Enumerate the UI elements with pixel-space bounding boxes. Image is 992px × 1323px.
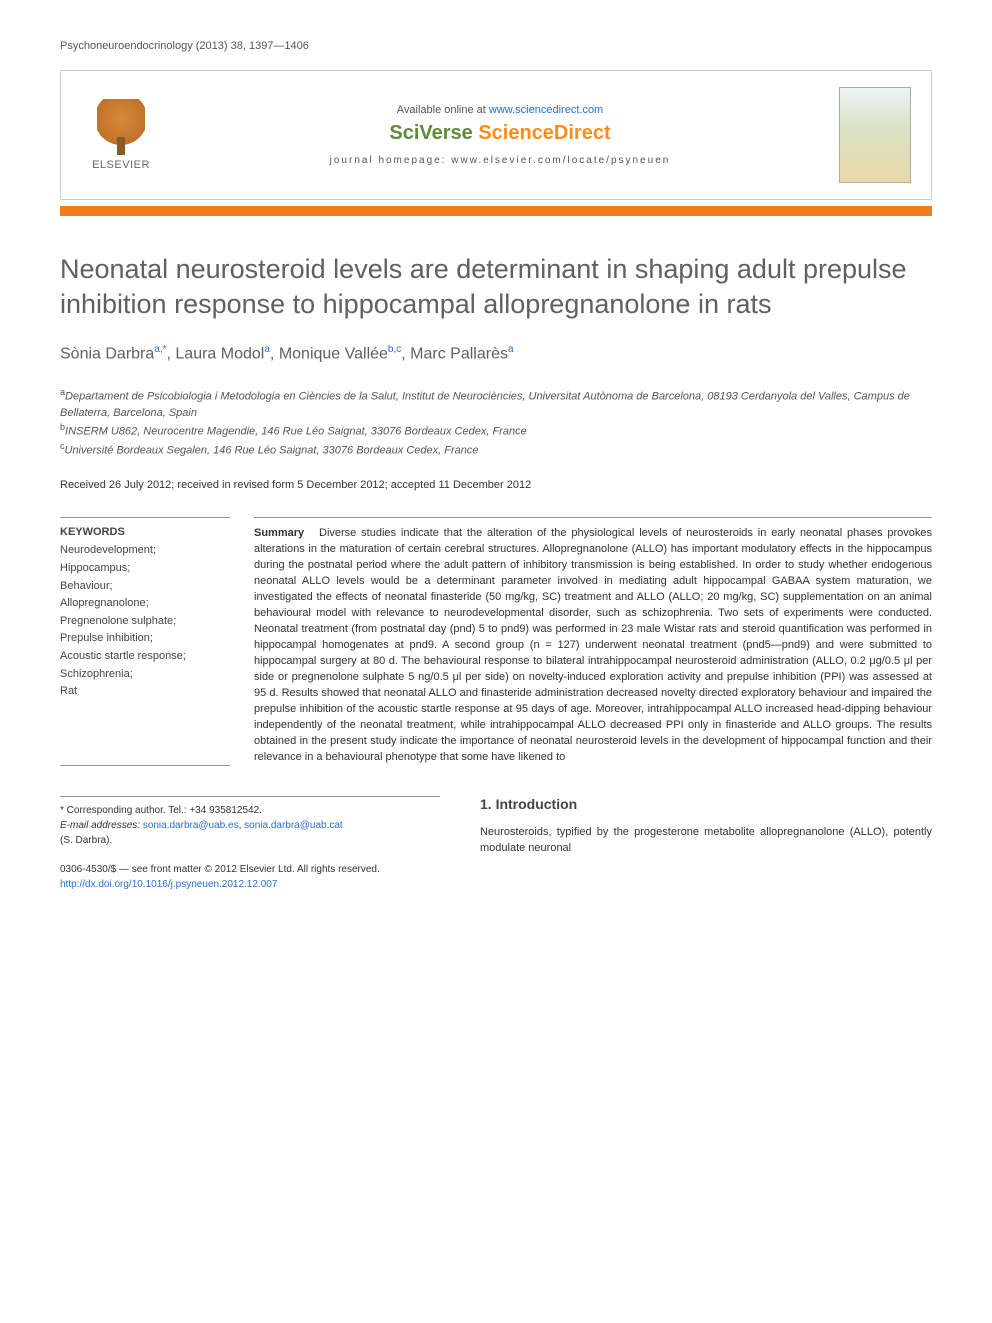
keyword-item: Hippocampus; [60, 560, 230, 578]
orange-divider-bar [60, 206, 932, 216]
journal-reference: Psychoneuroendocrinology (2013) 38, 1397… [60, 40, 932, 52]
keyword-item: Allopregnanolone; [60, 595, 230, 613]
summary-text: Summary Diverse studies indicate that th… [254, 526, 932, 765]
available-prefix: Available online at [397, 104, 489, 116]
affiliation: aDepartament de Psicobiologia i Metodolo… [60, 386, 932, 422]
author-sup: b,c [388, 344, 401, 355]
keywords-label: KEYWORDS [60, 526, 230, 538]
author-sup: a,* [154, 344, 166, 355]
sciencedirect-label: ScienceDirect [478, 122, 610, 144]
doi-link[interactable]: http://dx.doi.org/10.1016/j.psyneuen.201… [60, 879, 277, 890]
affiliation: bINSERM U862, Neurocentre Magendie, 146 … [60, 421, 932, 440]
author-sup: a [508, 344, 514, 355]
author-email-link[interactable]: sonia.darbra@uab.es [143, 820, 239, 831]
summary-label: Summary [254, 527, 304, 539]
bottom-row: * Corresponding author. Tel.: +34 935812… [60, 796, 932, 892]
author-name: Sònia Darbra [60, 346, 154, 363]
summary-body: Diverse studies indicate that the altera… [254, 527, 932, 762]
keyword-item: Schizophrenia; [60, 666, 230, 684]
elsevier-logo: ELSEVIER [81, 99, 161, 171]
affiliation-text: Université Bordeaux Segalen, 146 Rue Léo… [65, 445, 479, 457]
abstract-row: KEYWORDS Neurodevelopment; Hippocampus; … [60, 517, 932, 765]
copyright-block: 0306-4530/$ — see front matter © 2012 El… [60, 862, 440, 892]
introduction-text: Neurosteroids, typified by the progester… [480, 824, 932, 857]
keywords-box: KEYWORDS Neurodevelopment; Hippocampus; … [60, 517, 230, 765]
author-sup: a [264, 344, 270, 355]
authors-line: Sònia Darbraa,*, Laura Modola, Monique V… [60, 344, 932, 363]
affiliation-text: Departament de Psicobiologia i Metodolog… [60, 390, 910, 419]
corresponding-author: * Corresponding author. Tel.: +34 935812… [60, 803, 440, 818]
keyword-item: Behaviour; [60, 578, 230, 596]
available-online-text: Available online at www.sciencedirect.co… [161, 104, 839, 116]
keyword-item: Acoustic startle response; [60, 648, 230, 666]
keyword-item: Pregnenolone sulphate; [60, 613, 230, 631]
author-email-link[interactable]: sonia.darbra@uab.cat [244, 820, 343, 831]
affiliations-block: aDepartament de Psicobiologia i Metodolo… [60, 386, 932, 460]
author-name: Monique Vallée [279, 346, 388, 363]
affiliation: cUniversité Bordeaux Segalen, 146 Rue Lé… [60, 440, 932, 459]
affiliation-text: INSERM U862, Neurocentre Magendie, 146 R… [65, 426, 527, 438]
footnotes-column: * Corresponding author. Tel.: +34 935812… [60, 796, 440, 892]
email-owner: (S. Darbra). [60, 833, 440, 848]
journal-header-box: ELSEVIER Available online at www.science… [60, 70, 932, 200]
journal-homepage-label: journal homepage: www.elsevier.com/locat… [161, 155, 839, 166]
sciverse-prefix: SciVerse [389, 122, 478, 144]
introduction-column: 1. Introduction Neurosteroids, typified … [480, 796, 932, 892]
copyright-line: 0306-4530/$ — see front matter © 2012 El… [60, 862, 440, 877]
elsevier-tree-icon [97, 99, 145, 155]
journal-cover-thumbnail [839, 87, 911, 183]
introduction-heading: 1. Introduction [480, 796, 932, 812]
sciverse-text: SciVerse ScienceDirect [389, 122, 610, 144]
keyword-item: Neurodevelopment; [60, 542, 230, 560]
keywords-list: Neurodevelopment; Hippocampus; Behaviour… [60, 542, 230, 700]
article-title: Neonatal neurosteroid levels are determi… [60, 252, 932, 322]
email-line: E-mail addresses: sonia.darbra@uab.es, s… [60, 818, 440, 833]
keyword-item: Rat [60, 683, 230, 701]
elsevier-label: ELSEVIER [92, 159, 150, 171]
email-label: E-mail addresses: [60, 820, 143, 831]
header-center: Available online at www.sciencedirect.co… [161, 104, 839, 166]
article-dates: Received 26 July 2012; received in revis… [60, 479, 932, 491]
sciverse-logo: SciVerse ScienceDirect [161, 122, 839, 145]
keyword-item: Prepulse inhibition; [60, 630, 230, 648]
summary-column: Summary Diverse studies indicate that th… [254, 517, 932, 765]
sciencedirect-link[interactable]: www.sciencedirect.com [489, 104, 603, 116]
author-name: Laura Modol [175, 346, 264, 363]
author-name: Marc Pallarès [410, 346, 508, 363]
